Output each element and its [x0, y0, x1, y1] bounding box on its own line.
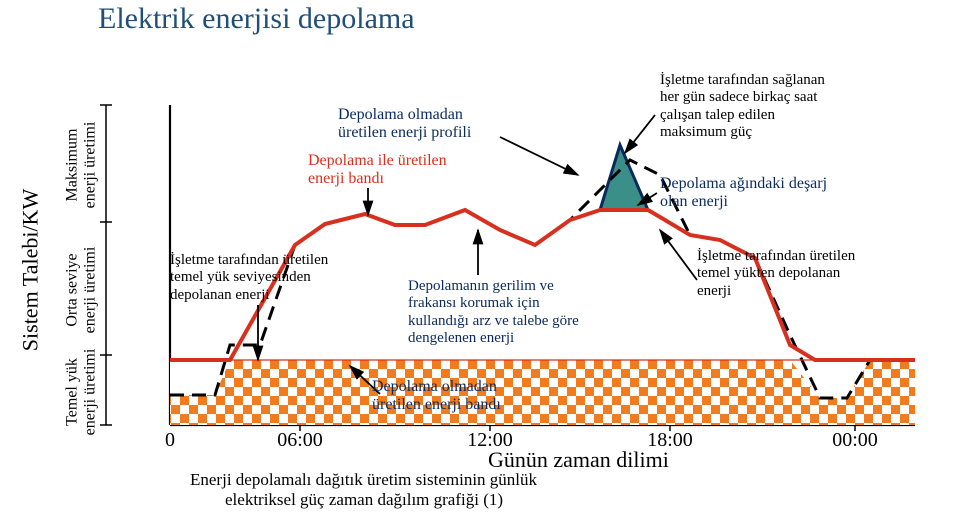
- annotation-a1: Depolama olmadanüretilen enerji profili: [338, 106, 471, 143]
- y-axis-title: Sistem Talebi/KW: [17, 189, 42, 351]
- annotation-a8: İşletme tarafından üretilentemel yükten …: [697, 248, 855, 300]
- y-section-label: Temel yükenerji üretimi: [64, 349, 101, 436]
- y-section-label: Maksimumenerji üretimi: [64, 122, 101, 209]
- annotation-arrow: [625, 115, 655, 153]
- x-tick-label: 0: [165, 429, 175, 451]
- y-section-label: Orta seviyeenerji üretimi: [64, 247, 101, 334]
- annotation-arrow: [500, 137, 578, 175]
- annotation-a2: Depolama ile üretilenenerji bandı: [308, 152, 447, 189]
- annotation-a7: Depolama ağındaki deşarjolan enerji: [660, 175, 827, 212]
- chart-caption: Enerji depolamalı dağıtık üretim sistemi…: [190, 470, 537, 509]
- annotation-a6: İşletme tarafından sağlananher gün sadec…: [660, 72, 825, 141]
- x-tick-label: 00:00: [832, 429, 878, 451]
- x-axis-title: Günün zaman dilimi: [488, 447, 669, 472]
- annotation-a3: İşletme tarafından üretilentemel yük sev…: [170, 252, 328, 304]
- annotation-a5: Depolama olmadanüretilen enerji bandı: [372, 378, 501, 415]
- x-tick-label: 06:00: [277, 429, 323, 451]
- annotation-a4: Depolamanın gerilim vefrakansı korumak i…: [408, 278, 579, 347]
- chart-title: Elektrik enerjisi depolama: [98, 2, 415, 36]
- annotation-arrow: [660, 230, 697, 280]
- peak-triangle: [600, 145, 648, 210]
